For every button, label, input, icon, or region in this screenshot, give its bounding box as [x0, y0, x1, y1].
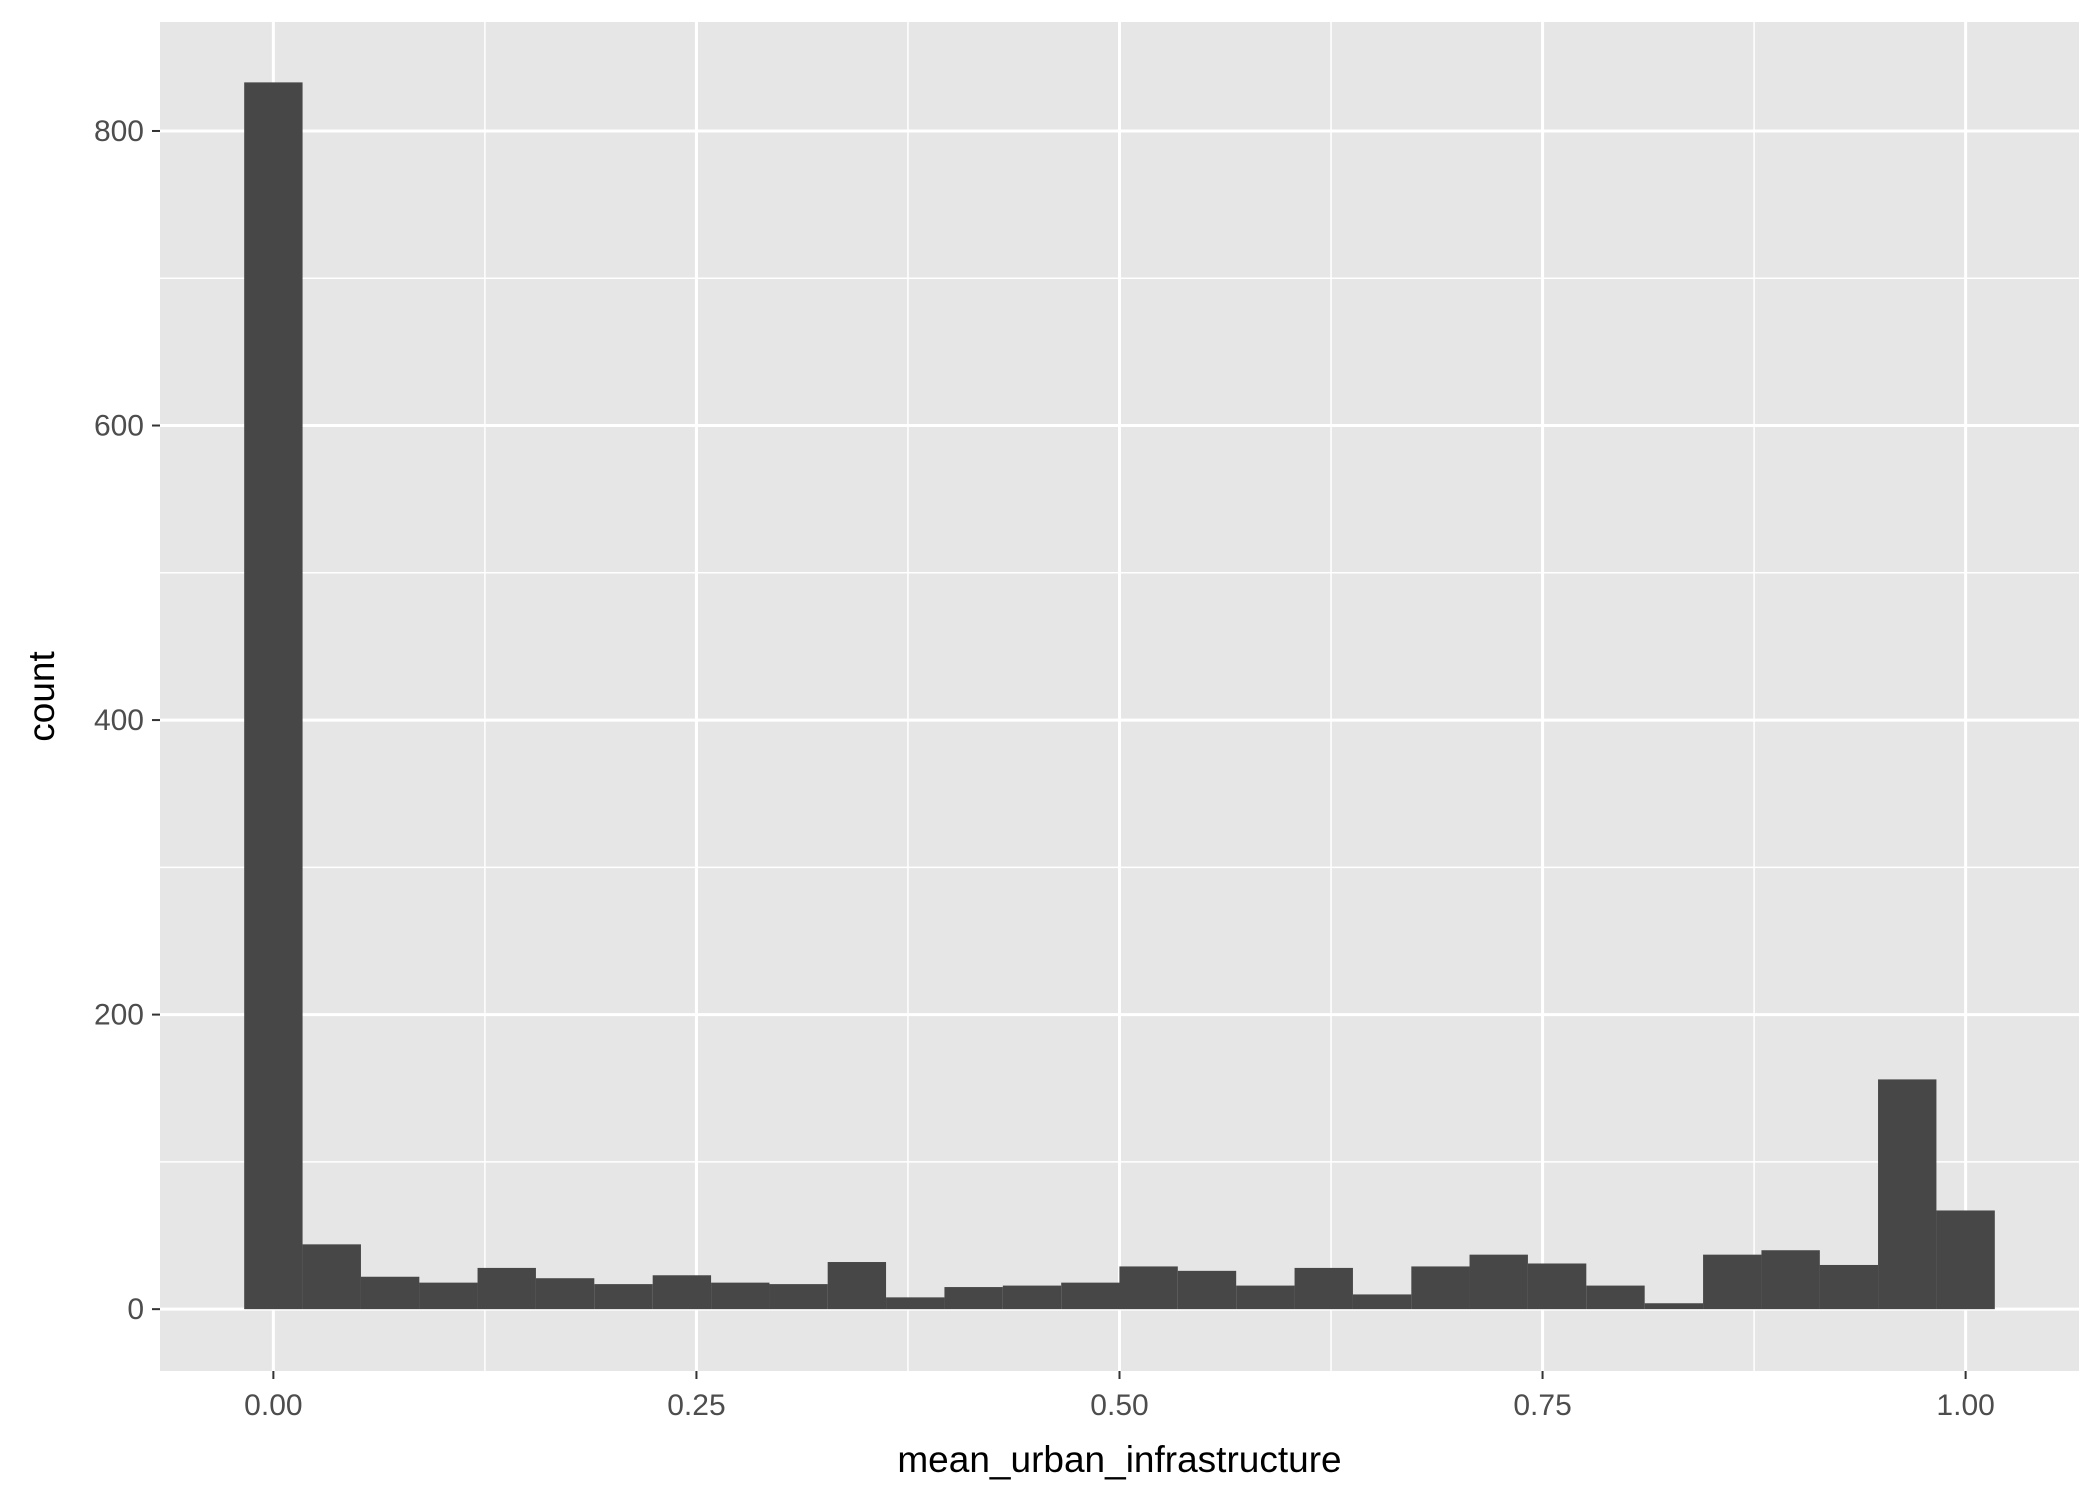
histogram-bar [1761, 1250, 1820, 1310]
histogram-bar [1936, 1210, 1995, 1310]
histogram-bar [1236, 1285, 1295, 1310]
histogram-bar [360, 1276, 420, 1310]
histogram-bar [886, 1297, 945, 1310]
x-axis-title: mean_urban_infrastructure [897, 1439, 1341, 1480]
y-axis: 0 200 400 600 800 [94, 115, 160, 1326]
y-tick-label: 800 [94, 115, 144, 148]
y-tick-label: 600 [94, 410, 144, 443]
histogram-bar [1177, 1270, 1237, 1310]
histogram-bar [1644, 1303, 1704, 1310]
histogram-bar [769, 1284, 828, 1310]
x-axis: 0.00 0.25 0.50 0.75 1.00 [244, 1371, 1995, 1422]
histogram-bar [477, 1267, 536, 1310]
histogram-bar [944, 1287, 1003, 1310]
histogram-bar [1703, 1254, 1762, 1310]
x-tick-label: 0.00 [244, 1389, 302, 1422]
histogram-bar [1469, 1254, 1528, 1310]
x-tick-label: 0.25 [667, 1389, 725, 1422]
histogram-bar [711, 1282, 770, 1310]
histogram-bar [1878, 1079, 1937, 1310]
histogram-bar [1119, 1266, 1178, 1310]
histogram-bar [1819, 1264, 1879, 1310]
histogram-bar [652, 1275, 712, 1310]
y-tick-label: 200 [94, 999, 144, 1032]
y-tick-label: 400 [94, 704, 144, 737]
y-tick-label: 0 [127, 1293, 144, 1326]
histogram-bar [827, 1262, 887, 1310]
histogram-bar [535, 1278, 595, 1310]
histogram-bar [1352, 1294, 1412, 1310]
y-axis-title: count [21, 651, 62, 742]
histogram-bar [594, 1284, 653, 1310]
histogram-bar [244, 82, 303, 1310]
histogram-bar [1061, 1282, 1120, 1310]
histogram-bar [1586, 1285, 1645, 1310]
histogram-bars [244, 82, 1995, 1310]
histogram-bar [1294, 1267, 1353, 1310]
histogram-bar [1527, 1263, 1587, 1310]
histogram-bar [1411, 1266, 1470, 1310]
x-tick-label: 0.50 [1090, 1389, 1148, 1422]
histogram-bar [1002, 1285, 1062, 1310]
histogram-bar [419, 1282, 478, 1310]
x-tick-label: 0.75 [1513, 1389, 1571, 1422]
histogram-bar [302, 1244, 361, 1310]
x-tick-label: 1.00 [1936, 1389, 1994, 1422]
